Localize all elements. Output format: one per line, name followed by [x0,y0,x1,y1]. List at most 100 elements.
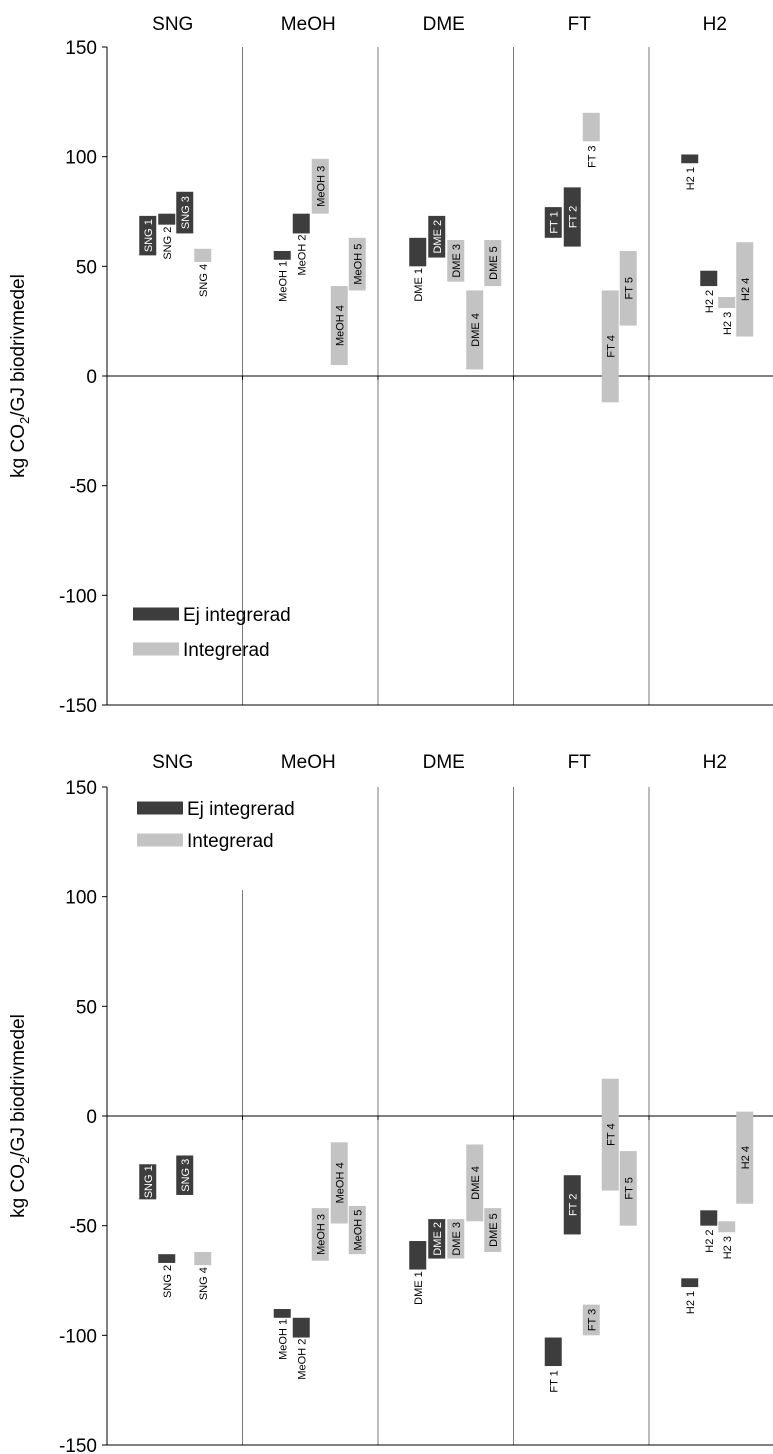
bar-int [582,1304,600,1336]
category-label: SNG [152,14,193,35]
bar-label: MeOH 2 [296,235,308,276]
bar-ej [409,237,427,267]
bar-label: FT 1 [548,1370,560,1392]
bar-label: MeOH 5 [352,1210,364,1251]
legend-swatch-int [133,642,179,656]
bar-int [311,158,329,214]
bar-label: SNG 4 [198,1267,210,1300]
bar-label: DME 4 [470,313,482,347]
y-axis-label: kg CO2/GJ biodrivmedel [8,1014,32,1218]
bar-ej [428,215,446,258]
bar-label: FT 3 [586,1309,598,1331]
y-tick-label: 0 [86,1107,97,1128]
bar-ej [544,207,562,238]
category-label: H2 [703,14,727,35]
bar-label: SNG 2 [162,227,174,260]
bar-label: FT 2 [567,1194,579,1216]
bar-ej [428,1219,446,1259]
bar-label: MeOH 3 [315,1214,327,1255]
bar-int [466,1144,484,1222]
y-tick-label: -100 [59,586,97,607]
bar-ej [139,1164,157,1200]
bar-ej [681,1278,699,1288]
bar-label: H2 3 [722,1236,734,1259]
bar-int [447,240,465,282]
y-axis-label-main: kg CO [8,1164,29,1218]
bar-int [194,248,212,262]
y-axis-label-main: kg CO [8,424,29,478]
bar-int [194,1251,212,1266]
y-tick-label: 50 [76,257,97,278]
bar-label: DME 3 [451,244,463,278]
bar-ej [292,213,310,234]
y-tick-label: 0 [86,367,97,388]
y-tick-label: 150 [65,38,97,59]
bar-ej [158,1254,176,1263]
bar-ej [700,270,718,287]
bar-ej [139,215,157,256]
bar-int [619,250,637,326]
y-tick-label: -150 [59,696,97,717]
y-tick-label: 50 [76,997,97,1018]
bar-label: DME 5 [488,246,500,280]
bar-label: SNG 3 [180,1159,192,1192]
bar-label: FT 4 [605,335,617,357]
bar-ej [176,1155,194,1195]
bar-label: FT 5 [623,1177,635,1199]
bar-label: DME 5 [488,1213,500,1247]
y-tick-label: -100 [59,1326,97,1347]
category-label: MeOH [281,752,336,773]
bar-label: FT 2 [567,206,579,228]
category-label: DME [423,14,465,35]
chart-panel-2: 150 100 50 0 -50 -100 -150 kg CO2/GJ biodrivmed… [8,752,773,1454]
bar-label: DME 2 [432,220,444,254]
bar-ej [409,1241,427,1270]
bar-ej [273,1309,291,1318]
bar-label: DME 4 [470,1166,482,1200]
bar-label: H2 1 [685,1291,697,1314]
bar-label: SNG 1 [143,1165,155,1198]
bar-label: SNG 4 [198,264,210,297]
bar-int [736,1111,754,1204]
bar-label: DME 2 [432,1222,444,1256]
y-axis-label-rest: /GJ biodrivmedel [8,1014,29,1157]
bar-label: H2 4 [740,278,752,301]
bar-label: SNG 2 [162,1265,174,1298]
category-label: H2 [703,752,727,773]
bar-label: MeOH 4 [334,1162,346,1203]
bar-int [601,290,619,403]
bar-label: DME 3 [451,1222,463,1256]
bar-label: DME 1 [413,268,425,302]
legend-label-ej: Ej integrerad [183,605,291,626]
bar-int [348,1205,366,1255]
bar-label: MeOH 5 [352,244,364,285]
bar-int [718,297,736,309]
category-label: MeOH [281,14,336,35]
y-axis-label-sub: 2 [17,417,32,424]
bar-int [619,1151,637,1226]
category-label: FT [568,752,592,773]
bar-label: SNG 1 [143,219,155,252]
bar-int [601,1078,619,1191]
bar-label: MeOH 2 [296,1339,308,1380]
bar-label: H2 1 [685,167,697,190]
bar-label: H2 3 [722,312,734,335]
bar-int [718,1221,736,1233]
bar-ej [681,154,699,164]
bar-label: MeOH 1 [277,1319,289,1360]
bar-int [484,240,502,287]
y-axis-label: kg CO2/GJ biodrivmedel [8,274,32,478]
bar-int [466,290,484,370]
bar-label: H2 2 [704,1229,716,1252]
y-axis-label-rest: /GJ biodrivmedel [8,274,29,417]
bar-int [447,1219,465,1259]
bar-ej [158,213,176,225]
bar-int [582,112,600,142]
bar-label: H2 2 [704,290,716,313]
bar-ej [563,187,581,247]
bar-label: FT 5 [623,277,635,299]
bar-label: FT 4 [605,1123,617,1145]
bar-int [484,1208,502,1252]
y-tick-label: -150 [59,1436,97,1454]
